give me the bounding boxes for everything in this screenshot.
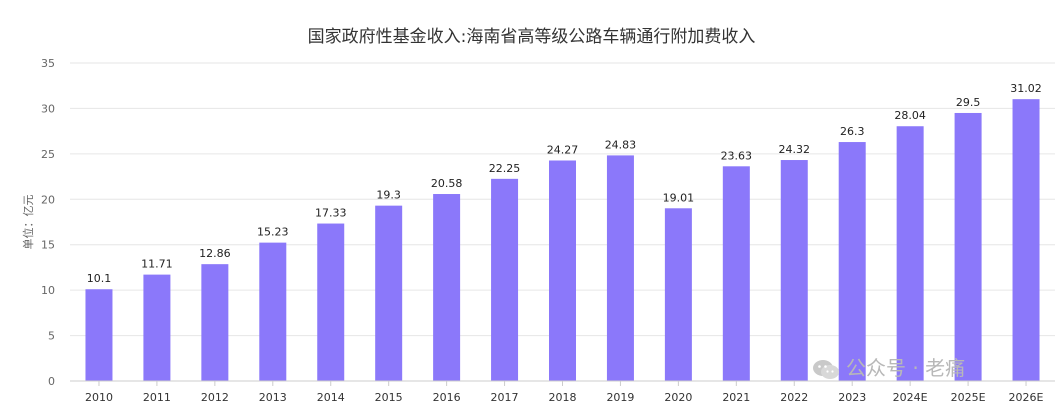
x-tick-label-2023: 2023 [838,391,866,404]
x-axis-ticks: 2010 2011 2012 2013 2014 2015 2016 2017 2018 2019… [85,381,1044,404]
y-tick-label: 25 [41,148,55,161]
bar-2015 [375,205,403,381]
bar-2018 [549,160,576,381]
bar-2011 [143,274,171,381]
y-tick-label: 0 [48,375,55,388]
x-tick-label-2018: 2018 [549,391,577,404]
y-tick-label: 10 [41,284,55,297]
x-tick-label-2021: 2021 [722,391,750,404]
x-tick-label-2020: 2020 [664,391,692,404]
x-tick-label-2022: 2022 [780,391,808,404]
data-label-2015: 19.3 [376,189,401,202]
chart-title: 国家政府性基金收入:海南省高等级公路车辆通行附加费收入 [307,27,756,47]
x-tick-label-2025E: 2025E [951,391,986,404]
bar-2023 [838,142,866,381]
data-label-2010: 10.1 [87,272,112,285]
bar-2026E [1012,99,1040,382]
x-tick-label-2015: 2015 [375,391,403,404]
data-label-2026E: 31.02 [1010,82,1042,95]
bar-2013 [259,242,287,381]
watermark: 公众号 · 老痛 [812,352,965,381]
data-label-2023: 26.3 [840,125,865,138]
x-tick-label-2017: 2017 [491,391,519,404]
x-tick-label-2013: 2013 [259,391,287,404]
data-label-2011: 11.71 [141,258,173,271]
bars [85,99,1040,382]
x-tick-label-2016: 2016 [433,391,461,404]
watermark-text: 公众号 · 老痛 [846,356,966,380]
bar-2021 [722,166,750,381]
data-label-2018: 24.27 [547,143,579,156]
wechat-icon [812,359,840,381]
bar-2022 [780,160,808,381]
x-tick-label-2012: 2012 [201,391,229,404]
bar-2014 [317,223,345,381]
x-tick-label-2024E: 2024E [893,391,928,404]
bar-2020 [664,208,692,381]
data-label-2017: 22.25 [489,162,521,175]
bar-2019 [606,155,634,381]
y-tick-label: 5 [48,330,55,343]
data-label-2014: 17.33 [315,207,347,220]
data-label-2020: 19.01 [663,191,695,204]
data-label-2022: 24.32 [779,143,811,156]
data-label-2013: 15.23 [257,226,289,239]
x-tick-label-2010: 2010 [85,391,113,404]
y-axis-label: 单位：亿元 [21,195,35,250]
value-labels: 10.1 11.71 12.86 15.23 17.33 19.3 20.58 22.25 24… [87,82,1042,285]
y-tick-label: 20 [41,193,55,206]
data-label-2012: 12.86 [199,247,231,260]
y-axis-ticks: 0 5 10 15 20 25 30 35 [41,57,55,388]
y-tick-label: 30 [41,102,55,115]
x-tick-label-2026E: 2026E [1009,391,1044,404]
bar-2024E [896,126,924,381]
x-tick-label-2019: 2019 [606,391,634,404]
data-label-2024E: 28.04 [894,109,926,122]
bar-2025E [954,112,982,381]
y-tick-label: 35 [41,57,55,70]
bar-2017 [491,178,519,381]
data-label-2019: 24.83 [605,138,637,151]
bar-2016 [433,194,461,381]
bar-2012 [201,264,229,381]
x-tick-label-2014: 2014 [317,391,345,404]
data-label-2025E: 29.5 [956,96,981,109]
bar-2010 [85,289,113,381]
data-label-2021: 23.63 [721,149,753,162]
x-tick-label-2011: 2011 [143,391,171,404]
data-label-2016: 20.58 [431,177,463,190]
y-tick-label: 15 [41,239,55,252]
